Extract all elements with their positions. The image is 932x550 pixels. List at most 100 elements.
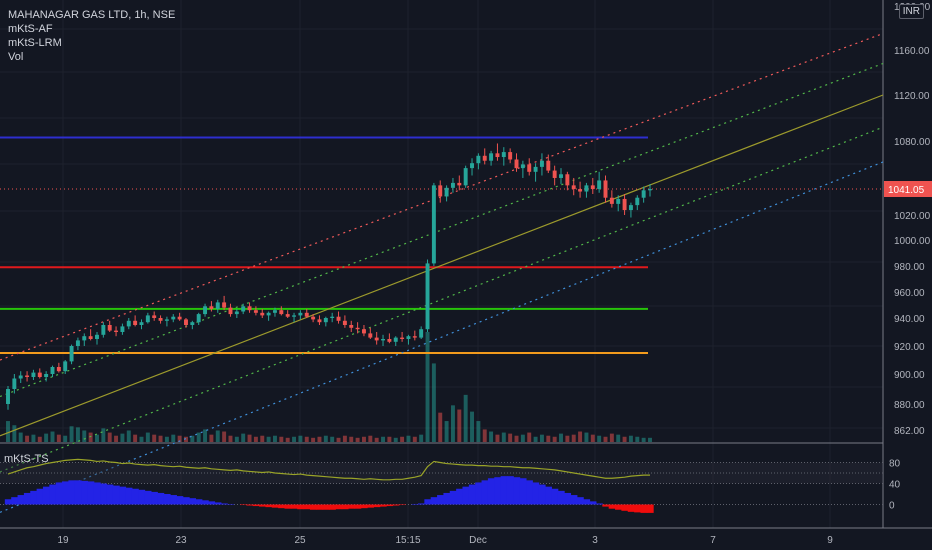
channel-line[interactable] bbox=[0, 94, 884, 437]
candle-body[interactable] bbox=[31, 372, 36, 377]
candle-body[interactable] bbox=[311, 316, 316, 320]
candle-body[interactable] bbox=[228, 307, 233, 315]
candle-body[interactable] bbox=[368, 333, 373, 338]
candle-body[interactable] bbox=[559, 174, 563, 178]
candle-body[interactable] bbox=[419, 329, 424, 338]
candle-body[interactable] bbox=[292, 315, 297, 317]
candle-body[interactable] bbox=[304, 312, 309, 317]
candle-body[interactable] bbox=[184, 319, 188, 325]
symbol-title[interactable]: MAHANAGAR GAS LTD, 1h, NSE bbox=[8, 9, 176, 21]
channel-line[interactable] bbox=[0, 126, 884, 473]
candle-body[interactable] bbox=[584, 185, 589, 192]
candle-body[interactable] bbox=[400, 337, 405, 339]
candle-body[interactable] bbox=[336, 316, 341, 321]
channel-line[interactable] bbox=[0, 32, 884, 361]
indicator-vol[interactable]: Vol bbox=[8, 51, 24, 63]
candle-body[interactable] bbox=[495, 153, 500, 158]
candle-body[interactable] bbox=[355, 327, 360, 330]
currency-badge[interactable]: INR bbox=[898, 4, 924, 19]
candle-body[interactable] bbox=[425, 263, 430, 330]
candle-body[interactable] bbox=[597, 180, 602, 190]
candle-body[interactable] bbox=[361, 329, 366, 334]
candle-body[interactable] bbox=[501, 152, 506, 158]
candle-body[interactable] bbox=[616, 198, 621, 204]
last-price-tag[interactable] bbox=[884, 181, 932, 197]
candle-body[interactable] bbox=[107, 325, 112, 331]
candle-body[interactable] bbox=[6, 389, 10, 404]
candle-body[interactable] bbox=[75, 340, 80, 346]
candle-body[interactable] bbox=[565, 174, 570, 186]
candle-body[interactable] bbox=[145, 315, 150, 323]
candle-body[interactable] bbox=[247, 306, 252, 311]
candle-body[interactable] bbox=[622, 198, 627, 211]
candle-body[interactable] bbox=[298, 312, 303, 316]
candle-body[interactable] bbox=[641, 190, 646, 198]
candle-body[interactable] bbox=[63, 361, 68, 372]
candle-body[interactable] bbox=[349, 325, 354, 328]
candle-body[interactable] bbox=[56, 367, 61, 372]
candle-body[interactable] bbox=[222, 302, 227, 308]
candle-body[interactable] bbox=[431, 185, 436, 264]
candle-body[interactable] bbox=[209, 306, 214, 309]
candle-body[interactable] bbox=[609, 197, 614, 204]
candle-body[interactable] bbox=[489, 153, 494, 161]
candle-body[interactable] bbox=[603, 180, 608, 198]
candle-body[interactable] bbox=[508, 152, 513, 160]
candle-body[interactable] bbox=[476, 155, 481, 164]
candle-body[interactable] bbox=[648, 189, 652, 191]
candle-body[interactable] bbox=[374, 337, 379, 341]
candle-body[interactable] bbox=[164, 319, 169, 321]
oscillator-label[interactable]: mKtS-TS bbox=[4, 453, 49, 465]
candle-body[interactable] bbox=[450, 182, 455, 188]
candle-body[interactable] bbox=[171, 316, 176, 320]
oscillator-line[interactable] bbox=[7, 458, 650, 481]
candle-body[interactable] bbox=[69, 346, 74, 362]
candle-body[interactable] bbox=[546, 160, 551, 171]
candle-body[interactable] bbox=[514, 159, 519, 169]
channel-line[interactable] bbox=[0, 161, 884, 513]
candle-body[interactable] bbox=[158, 318, 163, 321]
candle-body[interactable] bbox=[323, 318, 328, 323]
candle-body[interactable] bbox=[234, 311, 239, 315]
candle-body[interactable] bbox=[133, 320, 138, 325]
candle-body[interactable] bbox=[552, 170, 557, 178]
candle-body[interactable] bbox=[25, 375, 30, 378]
candle-body[interactable] bbox=[260, 312, 265, 316]
candle-body[interactable] bbox=[82, 336, 87, 341]
candle-body[interactable] bbox=[95, 334, 99, 339]
candle-body[interactable] bbox=[285, 314, 290, 317]
candle-body[interactable] bbox=[527, 164, 532, 172]
candle-body[interactable] bbox=[190, 322, 195, 325]
candle-body[interactable] bbox=[406, 336, 411, 339]
candle-body[interactable] bbox=[241, 306, 246, 312]
channel-line[interactable] bbox=[0, 62, 884, 398]
candle-body[interactable] bbox=[520, 164, 525, 169]
candle-body[interactable] bbox=[470, 163, 474, 169]
candle-body[interactable] bbox=[393, 337, 398, 342]
candle-body[interactable] bbox=[330, 316, 335, 318]
candle-body[interactable] bbox=[628, 205, 633, 211]
candle-body[interactable] bbox=[539, 160, 544, 167]
candle-body[interactable] bbox=[37, 372, 42, 377]
candle-body[interactable] bbox=[342, 320, 347, 325]
candle-body[interactable] bbox=[381, 339, 386, 341]
candle-body[interactable] bbox=[18, 375, 23, 379]
candle-body[interactable] bbox=[482, 155, 487, 161]
candle-body[interactable] bbox=[590, 185, 595, 190]
candle-body[interactable] bbox=[177, 316, 182, 320]
candle-body[interactable] bbox=[578, 189, 583, 192]
candle-body[interactable] bbox=[279, 310, 284, 315]
candle-body[interactable] bbox=[533, 166, 538, 172]
candle-body[interactable] bbox=[317, 319, 322, 323]
candle-body[interactable] bbox=[438, 185, 443, 197]
candle-body[interactable] bbox=[196, 314, 201, 323]
candle-body[interactable] bbox=[635, 197, 640, 206]
candle-body[interactable] bbox=[12, 378, 17, 390]
candle-body[interactable] bbox=[152, 315, 157, 318]
candle-body[interactable] bbox=[50, 367, 55, 374]
candle-body[interactable] bbox=[571, 185, 576, 190]
candle-body[interactable] bbox=[126, 320, 131, 327]
candle-body[interactable] bbox=[215, 302, 220, 309]
candle-body[interactable] bbox=[266, 312, 271, 316]
